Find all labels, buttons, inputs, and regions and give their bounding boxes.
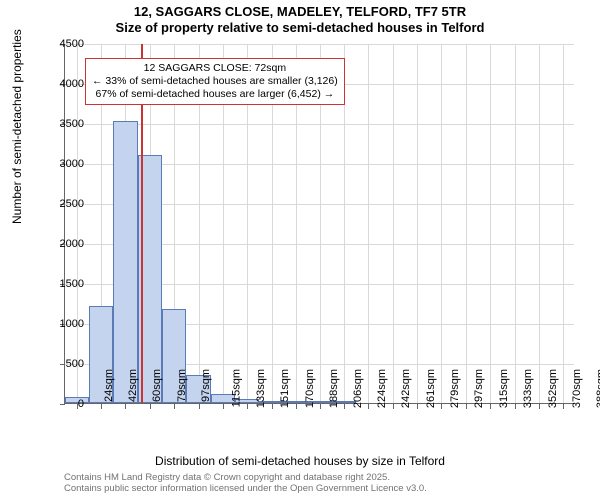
xtick-label: 279sqm — [450, 369, 462, 408]
xtick-mark — [199, 404, 200, 409]
xtick-label: 315sqm — [498, 369, 510, 408]
gridline-v — [393, 44, 394, 403]
ytick-label: 3500 — [38, 118, 84, 130]
xtick-label: 133sqm — [255, 369, 267, 408]
xtick-label: 333sqm — [522, 369, 534, 408]
histogram-bar — [113, 121, 138, 403]
xtick-mark — [223, 404, 224, 409]
xtick-mark — [150, 404, 151, 409]
gridline-v — [515, 44, 516, 403]
title-line-1: 12, SAGGARS CLOSE, MADELEY, TELFORD, TF7… — [0, 4, 600, 20]
xtick-mark — [515, 404, 516, 409]
ytick-label: 500 — [38, 358, 84, 370]
plot-region: 12 SAGGARS CLOSE: 72sqm← 33% of semi-det… — [64, 44, 574, 404]
xtick-label: 224sqm — [376, 369, 388, 408]
footer-attribution: Contains HM Land Registry data © Crown c… — [64, 472, 427, 495]
xtick-label: 79sqm — [176, 369, 188, 402]
xtick-label: 115sqm — [230, 369, 242, 407]
ytick-label: 0 — [38, 398, 84, 410]
xtick-mark — [344, 404, 345, 409]
ytick-label: 3000 — [38, 158, 84, 170]
xtick-label: 206sqm — [352, 369, 364, 408]
y-axis-label: Number of semi-detached properties — [10, 29, 24, 224]
xtick-label: 151sqm — [279, 369, 291, 408]
chart-area: 12 SAGGARS CLOSE: 72sqm← 33% of semi-det… — [64, 44, 574, 404]
xtick-mark — [539, 404, 540, 409]
xtick-mark — [441, 404, 442, 409]
footer-line-1: Contains HM Land Registry data © Crown c… — [64, 472, 427, 483]
xtick-mark — [174, 404, 175, 409]
xtick-label: 24sqm — [103, 369, 115, 402]
gridline-v — [441, 44, 442, 403]
xtick-label: 388sqm — [595, 369, 600, 408]
info-box-line: 67% of semi-detached houses are larger (… — [92, 88, 338, 101]
xtick-mark — [490, 404, 491, 409]
gridline-v — [466, 44, 467, 403]
xtick-label: 170sqm — [304, 369, 316, 408]
xtick-label: 370sqm — [571, 369, 583, 408]
xtick-label: 97sqm — [201, 369, 213, 402]
xtick-mark — [466, 404, 467, 409]
ytick-label: 1000 — [38, 318, 84, 330]
gridline-v — [490, 44, 491, 403]
xtick-label: 188sqm — [328, 369, 340, 408]
xtick-label: 60sqm — [151, 369, 163, 402]
gridline-v — [77, 44, 78, 403]
property-info-box: 12 SAGGARS CLOSE: 72sqm← 33% of semi-det… — [85, 58, 345, 105]
xtick-label: 352sqm — [547, 369, 559, 408]
xtick-label: 297sqm — [474, 369, 486, 408]
xtick-mark — [296, 404, 297, 409]
ytick-label: 2000 — [38, 238, 84, 250]
xtick-mark — [272, 404, 273, 409]
xtick-label: 42sqm — [127, 369, 139, 402]
gridline-v — [368, 44, 369, 403]
gridline-v — [417, 44, 418, 403]
xtick-mark — [125, 404, 126, 409]
gridline-v — [563, 44, 564, 403]
gridline-v — [539, 44, 540, 403]
ytick-label: 2500 — [38, 198, 84, 210]
info-box-line: ← 33% of semi-detached houses are smalle… — [92, 75, 338, 88]
xtick-mark — [393, 404, 394, 409]
info-box-line: 12 SAGGARS CLOSE: 72sqm — [92, 62, 338, 75]
ytick-label: 4500 — [38, 38, 84, 50]
xtick-mark — [101, 404, 102, 409]
xtick-label: 261sqm — [426, 369, 438, 408]
ytick-label: 1500 — [38, 278, 84, 290]
xtick-mark — [563, 404, 564, 409]
footer-line-2: Contains public sector information licen… — [64, 483, 427, 494]
chart-title-block: 12, SAGGARS CLOSE, MADELEY, TELFORD, TF7… — [0, 0, 600, 35]
xtick-label: 242sqm — [400, 369, 412, 408]
ytick-label: 4000 — [38, 78, 84, 90]
title-line-2: Size of property relative to semi-detach… — [0, 20, 600, 36]
xtick-mark — [247, 404, 248, 409]
xtick-mark — [320, 404, 321, 409]
xtick-mark — [368, 404, 369, 409]
x-axis-label: Distribution of semi-detached houses by … — [0, 454, 600, 468]
xtick-mark — [417, 404, 418, 409]
